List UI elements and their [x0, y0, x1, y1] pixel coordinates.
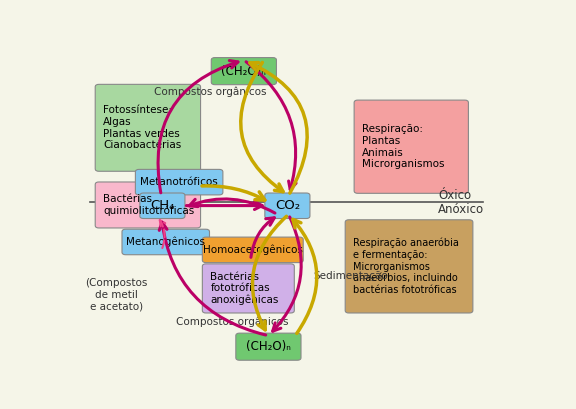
Text: Respiração anaeróbia
e fermentação:
Microrganismos
anaeórbios, incluindo
bactéri: Respiração anaeróbia e fermentação: Micr…: [353, 238, 459, 295]
Text: Sedimentação: Sedimentação: [313, 271, 388, 281]
Text: Óxico: Óxico: [438, 189, 471, 202]
FancyBboxPatch shape: [122, 229, 210, 255]
Text: Metanotróficos: Metanotróficos: [141, 177, 218, 187]
Text: (CH₂O)ₙ: (CH₂O)ₙ: [221, 65, 266, 78]
FancyBboxPatch shape: [265, 193, 310, 218]
Text: (Compostos
de metil
e acetato): (Compostos de metil e acetato): [85, 278, 148, 311]
Text: Fotossíntese:
Algas
Plantas verdes
Cianobactérias: Fotossíntese: Algas Plantas verdes Ciano…: [103, 106, 181, 150]
Text: Respiração:
Plantas
Animais
Microrganismos: Respiração: Plantas Animais Microrganism…: [362, 124, 445, 169]
FancyBboxPatch shape: [95, 182, 200, 228]
FancyBboxPatch shape: [345, 220, 473, 313]
FancyBboxPatch shape: [202, 264, 294, 313]
FancyBboxPatch shape: [95, 84, 200, 171]
FancyBboxPatch shape: [236, 333, 301, 360]
Text: CO₂: CO₂: [275, 199, 300, 212]
FancyBboxPatch shape: [135, 169, 223, 195]
FancyBboxPatch shape: [211, 58, 276, 85]
Text: CH₄: CH₄: [150, 199, 175, 212]
Text: Anóxico: Anóxico: [438, 203, 484, 216]
Text: (CH₂O)ₙ: (CH₂O)ₙ: [246, 340, 291, 353]
Text: Bactérias
quimiolitotróficas: Bactérias quimiolitotróficas: [103, 194, 195, 216]
Text: Compostos orgânicos: Compostos orgânicos: [154, 86, 267, 97]
Text: Bactérias
fototróficas
anoxigênicas: Bactérias fototróficas anoxigênicas: [210, 272, 279, 306]
FancyBboxPatch shape: [140, 193, 185, 218]
Text: Compostos orgânicos: Compostos orgânicos: [176, 316, 289, 327]
FancyBboxPatch shape: [202, 237, 303, 263]
Text: Metanogênicos: Metanogênicos: [126, 237, 205, 247]
FancyBboxPatch shape: [354, 100, 468, 193]
Text: Homoacetogênicos: Homoacetogênicos: [203, 245, 303, 255]
